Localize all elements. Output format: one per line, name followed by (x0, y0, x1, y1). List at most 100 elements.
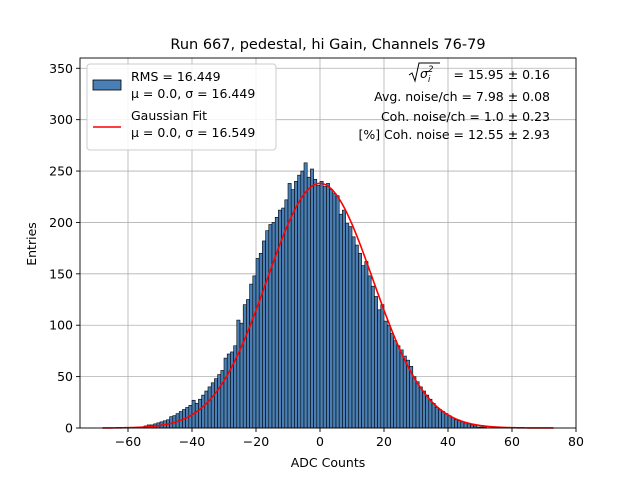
annotation-avg-noise: Avg. noise/ch = 7.98 ± 0.08 (374, 89, 550, 104)
histogram-bar (364, 261, 369, 429)
histogram-bar (326, 183, 330, 429)
histogram-bar (393, 340, 398, 429)
histogram-bar (466, 423, 471, 429)
histogram-bar (390, 333, 394, 429)
histogram-bar (194, 403, 199, 429)
histogram-bar (306, 176, 311, 429)
histogram-bar (463, 422, 468, 429)
legend-entry-fit: Gaussian Fit (131, 108, 207, 123)
x-tick-label: 60 (504, 434, 520, 449)
histogram-bar (246, 299, 250, 429)
histogram-bar (399, 349, 404, 429)
histogram-bar (210, 382, 215, 429)
histogram-bar (396, 345, 401, 429)
annotation-sqrt-sigma: = 15.95 ± 0.16 (454, 67, 551, 82)
histogram-bar (447, 415, 452, 429)
legend-entry-fit-detail: μ = 0.0, σ = 16.549 (131, 125, 255, 140)
histogram-bar (415, 381, 420, 429)
x-tick-label: −20 (243, 434, 269, 449)
histogram-bar (258, 252, 263, 429)
histogram-bar (438, 409, 442, 429)
svg-text:2: 2 (428, 65, 433, 75)
legend-box (86, 63, 277, 151)
y-tick-label: 200 (49, 215, 73, 230)
legend: RMS = 16.449 μ = 0.0, σ = 16.449 Gaussia… (86, 63, 277, 151)
plot-frame (79, 57, 577, 429)
histogram-bar (444, 413, 449, 429)
histogram-bar (377, 309, 382, 429)
histogram-bar (303, 162, 308, 429)
histogram-bar (428, 398, 433, 429)
histogram-bar (217, 374, 222, 429)
x-axis-label: ADC Counts (291, 455, 366, 470)
gaussian-fit-line (102, 182, 554, 429)
histogram-bar (255, 258, 260, 429)
histogram-bar (265, 230, 270, 429)
legend-entry-histogram: RMS = 16.449 (131, 69, 221, 84)
annotation-coh-noise: Coh. noise/ch = 1.0 ± 0.23 (381, 109, 550, 124)
histogram-bar (386, 324, 391, 429)
histogram-bar (406, 359, 410, 429)
sqrt-sigma-symbol: σ 2 i (408, 62, 440, 85)
histogram-bar (223, 357, 228, 429)
histogram-bar (322, 186, 327, 429)
legend-patch-histogram (92, 79, 122, 91)
histogram-bar (380, 304, 385, 429)
histogram-bar (361, 265, 366, 429)
histogram-bar (310, 168, 314, 429)
y-tick-label: 100 (49, 318, 73, 333)
histogram-bar (252, 275, 257, 429)
y-tick-label: 300 (49, 112, 73, 127)
histogram-bar (204, 390, 209, 429)
histogram-bar (370, 285, 375, 429)
histogram-bar (249, 283, 254, 429)
chart-title: Run 667, pedestal, hi Gain, Channels 76-… (170, 37, 485, 53)
histogram-bar (281, 207, 286, 429)
y-axis-label: Entries (24, 222, 39, 266)
histogram-bar (319, 181, 324, 429)
y-tick-label: 350 (49, 61, 73, 76)
histogram-bar (242, 304, 247, 429)
histogram-bar (214, 378, 218, 429)
annotation-coh-noise-percent: [%] Coh. noise = 12.55 ± 2.93 (358, 127, 550, 142)
x-tick-label: 20 (376, 434, 392, 449)
histogram-bar (431, 403, 436, 429)
histogram-bar (425, 394, 430, 429)
histogram-bar (329, 189, 334, 429)
histogram-bar (383, 320, 388, 429)
histogram-bar (290, 189, 295, 429)
histogram-bar (294, 181, 298, 429)
histogram-bar (441, 411, 446, 429)
y-tick-label: 150 (49, 266, 73, 281)
svg-text:i: i (428, 75, 431, 85)
histogram-bar (335, 195, 340, 429)
histogram-bar (316, 185, 321, 429)
y-tick-label: 250 (49, 164, 73, 179)
histogram-bar (332, 193, 337, 429)
histogram-bars (140, 162, 487, 429)
histogram-bar (351, 236, 356, 429)
histogram-bar (220, 370, 225, 429)
histogram-bar (342, 209, 346, 429)
histogram-bar (348, 226, 353, 429)
x-axis-ticks: −60 −40 −20 0 20 40 60 80 (115, 428, 584, 449)
histogram-bar (300, 170, 305, 429)
histogram-bar (338, 213, 343, 429)
x-tick-label: −60 (115, 434, 141, 449)
histogram-bar (297, 174, 302, 429)
histogram-bar (313, 178, 318, 429)
histogram-bar (226, 353, 231, 429)
histogram-bar (457, 420, 462, 429)
histogram-bar (271, 222, 276, 429)
y-tick-label: 50 (57, 369, 73, 384)
x-tick-label: −40 (179, 434, 205, 449)
x-tick-label: 40 (440, 434, 456, 449)
legend-entry-histogram-detail: μ = 0.0, σ = 16.449 (131, 86, 255, 101)
histogram-bar (470, 424, 474, 429)
histogram-bar (268, 224, 273, 429)
histogram-bar (460, 421, 465, 429)
histogram-bar (236, 319, 241, 429)
histogram-bar (239, 322, 244, 429)
histogram-bar (418, 386, 423, 429)
